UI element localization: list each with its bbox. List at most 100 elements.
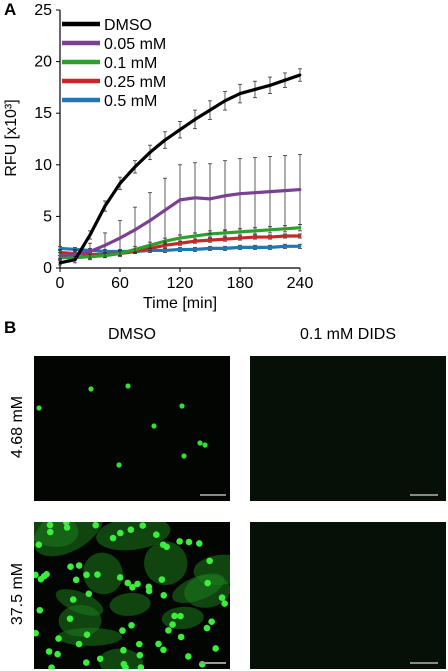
- data-point: [208, 108, 212, 112]
- legend-entry: DMSO: [104, 17, 152, 34]
- data-point: [253, 229, 257, 233]
- fluorescent-cell: [125, 383, 131, 389]
- legend-entry: 0.25 mM: [104, 74, 166, 91]
- fluorescent-cell: [128, 622, 135, 629]
- fluorescent-cell: [139, 522, 146, 529]
- row-label-37-5mm: 37.5 mM: [9, 562, 26, 626]
- data-point: [223, 194, 227, 198]
- data-point: [238, 92, 242, 95]
- data-point: [268, 245, 272, 249]
- data-point: [298, 226, 302, 230]
- fluorescent-cell: [124, 579, 131, 587]
- data-point: [238, 245, 242, 249]
- y-tick-label: 5: [43, 208, 52, 225]
- fluorescent-cell: [66, 615, 74, 622]
- fluorescent-cell: [185, 653, 192, 660]
- fluorescent-cell: [185, 538, 193, 546]
- fluorescent-cell: [46, 522, 54, 529]
- fluorescent-cell: [36, 405, 42, 411]
- y-axis-label: RFU [x10³]: [3, 99, 20, 176]
- y-tick-label: 25: [34, 2, 52, 19]
- fluorescent-cell: [34, 629, 39, 637]
- data-point: [118, 236, 122, 240]
- y-tick-label: 10: [34, 157, 52, 174]
- scale-bar-icon: [410, 662, 438, 664]
- data-point: [238, 236, 242, 240]
- data-point: [193, 248, 197, 251]
- panel-b-label: B: [4, 318, 17, 337]
- fluorescent-cell: [54, 650, 61, 658]
- data-point: [208, 238, 212, 242]
- data-point: [73, 253, 77, 256]
- data-point: [223, 237, 227, 241]
- data-point: [298, 73, 302, 77]
- fluorescent-cell: [72, 576, 80, 584]
- fluorescent-cell: [94, 571, 101, 578]
- data-point: [133, 165, 137, 169]
- fluorescent-cell: [116, 529, 124, 537]
- fluorescent-cell: [129, 583, 136, 591]
- data-point: [178, 241, 182, 245]
- fluorescent-cell: [197, 440, 203, 446]
- data-point: [163, 138, 167, 142]
- micrograph-dmso-high: [34, 522, 230, 669]
- data-point: [133, 228, 137, 232]
- data-point: [148, 151, 152, 154]
- y-tick-label: 20: [34, 54, 52, 71]
- cell-cluster: [143, 541, 188, 586]
- data-point: [253, 245, 257, 249]
- line-chart: 0 60 120 180 240 0 5 10 15 20 25 DMSO 0.05 mM 0.1 mM…: [3, 2, 313, 312]
- data-point: [163, 208, 167, 212]
- data-point: [253, 88, 257, 91]
- cell-cluster: [172, 573, 225, 604]
- fluorescent-cell: [134, 580, 141, 588]
- fluorescent-cell: [169, 621, 176, 628]
- fluorescent-cell: [163, 543, 170, 551]
- y-tick-label: 15: [34, 105, 52, 122]
- row-label-4-68mm: 4.68 mM: [9, 395, 26, 459]
- data-point: [268, 235, 272, 239]
- data-point: [208, 246, 212, 250]
- data-point: [58, 254, 62, 258]
- fluorescent-cell: [203, 624, 211, 632]
- x-axis-label: Time [min]: [143, 295, 217, 312]
- data-point: [238, 230, 242, 234]
- fluorescent-cell: [181, 453, 187, 459]
- fluorescent-cell: [37, 575, 45, 583]
- data-point: [283, 244, 287, 248]
- data-point: [253, 235, 257, 239]
- data-point: [193, 239, 197, 243]
- data-point: [223, 246, 227, 250]
- data-point: [178, 198, 182, 202]
- data-point: [268, 190, 272, 194]
- fluorescent-cell: [202, 442, 208, 448]
- data-point: [223, 99, 227, 103]
- fluorescent-cell: [116, 574, 124, 581]
- fluorescent-cell: [136, 651, 144, 659]
- fluorescent-cell: [158, 576, 166, 583]
- fluorescent-cell: [218, 594, 226, 601]
- data-point: [178, 248, 182, 251]
- fluorescent-cell: [35, 541, 43, 549]
- fluorescent-cell: [177, 612, 184, 620]
- series-0-05-mm: [58, 154, 302, 261]
- data-point: [58, 261, 62, 265]
- fluorescent-cell: [75, 640, 83, 648]
- data-point: [283, 189, 287, 193]
- fluorescent-cell: [75, 562, 83, 569]
- fluorescent-cell: [151, 423, 157, 429]
- fluorescent-cell: [83, 631, 91, 638]
- micrograph-dids-low: [250, 356, 446, 501]
- scale-bar-icon: [410, 494, 438, 496]
- data-point: [88, 233, 92, 237]
- x-tick-label: 0: [56, 275, 65, 292]
- fluorescent-cell: [179, 403, 185, 409]
- fluorescent-cell: [122, 664, 129, 669]
- data-point: [178, 128, 182, 132]
- fluorescent-cell: [63, 524, 71, 531]
- x-tick-label: 180: [227, 275, 254, 292]
- scale-bar-icon: [200, 494, 226, 496]
- fluorescent-cell: [83, 571, 90, 579]
- fluorescent-cell: [171, 612, 178, 620]
- column-title-dids: 0.1 mM DIDS: [299, 326, 396, 343]
